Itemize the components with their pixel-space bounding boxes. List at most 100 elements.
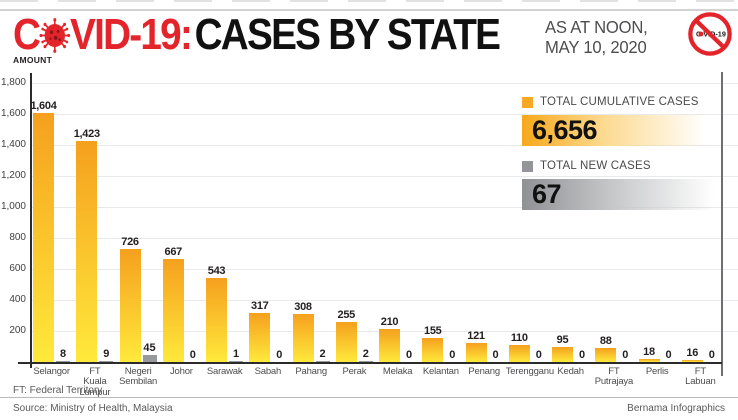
- footnote: FT: Federal Territory: [13, 385, 103, 396]
- new-cases-value-kedah: 0: [578, 349, 586, 361]
- cumulative-bar-ft-labuan: [681, 359, 703, 362]
- new-cases-value-ft-labuan: 0: [708, 349, 715, 361]
- bar-group-sarawak: 543 1: [203, 83, 246, 362]
- cumulative-value-sarawak: 543: [207, 264, 226, 277]
- y-tick-1400: 1,400: [0, 139, 26, 150]
- y-axis-line: [30, 73, 32, 368]
- publisher-credit: Bernama Infographics: [627, 403, 725, 414]
- gridline-1400: [30, 145, 738, 146]
- x-label-johor: Johor: [160, 366, 203, 398]
- x-label-line: Sabah: [254, 366, 282, 377]
- x-label-penang: Penang: [463, 366, 506, 398]
- new-cases-value-pahang: 2: [319, 347, 326, 360]
- x-label-line: Melaka: [382, 366, 413, 377]
- bar-group-ft-kuala-lumpur: 1,423 9: [73, 83, 116, 362]
- bar-group-kelantan: 155 0: [419, 83, 462, 362]
- new-cases-total-value: 67: [522, 179, 722, 210]
- legend: TOTAL CUMULATIVE CASES 6,656 TOTAL NEW C…: [522, 96, 722, 210]
- bar-group-terengganu: 110 0: [506, 83, 549, 362]
- cumulative-bar-perlis: [638, 359, 660, 362]
- bar-group-melaka: 210 0: [376, 83, 419, 362]
- x-label-line: FT: [694, 366, 706, 377]
- cumulative-value-selangor: 1,604: [30, 100, 57, 113]
- cumulative-bar-johor: [162, 258, 184, 362]
- bar-group-ft-putrajaya: 88 0: [592, 83, 635, 362]
- x-axis-line: [30, 362, 722, 364]
- cumulative-value-pahang: 308: [294, 301, 312, 314]
- cumulative-value-ft-putrajaya: 88: [599, 335, 612, 348]
- x-label-line: Penang: [468, 366, 500, 377]
- title-covid-c: C: [13, 10, 41, 59]
- x-label-ft-labuan: FT Labuan: [679, 366, 722, 398]
- new-cases-bar-sarawak: [229, 360, 243, 362]
- cumulative-bar-penang: [465, 343, 487, 362]
- cumulative-swatch-icon: [522, 96, 533, 108]
- new-cases-value-johor: 0: [189, 349, 196, 361]
- cumulative-bar-pahang: [292, 314, 314, 362]
- cumulative-value-negeri-sembilan: 726: [121, 236, 139, 249]
- y-axis-title: AMOUNT: [13, 55, 53, 65]
- cumulative-total-value: 6,656: [522, 115, 722, 146]
- bar-group-negeri-sembilan: 726 45: [117, 83, 160, 362]
- x-label-line: Johor: [169, 366, 193, 377]
- cumulative-bar-melaka: [379, 329, 400, 362]
- date-caption: AS AT NOON, MAY 10, 2020: [545, 17, 648, 57]
- cumulative-bar-ft-kuala-lumpur: [76, 141, 98, 362]
- x-label-line: Negeri: [124, 366, 152, 377]
- x-label-sabah: Sabah: [246, 366, 289, 398]
- x-label-line: Terengganu: [505, 366, 554, 377]
- bar-group-pahang: 308 2: [290, 83, 333, 362]
- x-label-line: Kuala Lumpur: [79, 376, 111, 398]
- new-cases-bar-pahang: [315, 360, 330, 362]
- x-label-terengganu: Terengganu: [505, 366, 554, 398]
- title-main: CASES BY STATE: [194, 10, 501, 59]
- x-label-sarawak: Sarawak: [203, 366, 246, 398]
- page-title: C: [13, 10, 501, 59]
- y-tick-800: 800: [9, 232, 26, 243]
- x-label-line: Pahang: [295, 366, 327, 377]
- footer-divider: [0, 397, 738, 398]
- gridline-600: [30, 269, 738, 270]
- cumulative-value-johor: 667: [164, 245, 183, 258]
- cumulative-bar-kelantan: [422, 337, 444, 362]
- y-tick-600: 600: [9, 263, 26, 274]
- new-cases-value-melaka: 0: [405, 349, 413, 361]
- cumulative-value-sabah: 317: [251, 299, 269, 312]
- y-axis-ticks: 200 400 600 800 1,000 1,200 1,400 1,600 1,800: [0, 77, 26, 362]
- new-cases-value-ft-kuala-lumpur: 9: [103, 347, 110, 360]
- new-cases-value-selangor: 8: [59, 347, 67, 360]
- x-label-ft-kuala-lumpur: FT Kuala Lumpur: [73, 366, 116, 398]
- new-cases-legend-label: TOTAL NEW CASES: [540, 160, 651, 172]
- y-tick-1600: 1,600: [0, 108, 26, 119]
- new-cases-value-sarawak: 1: [232, 347, 240, 360]
- y-tick-200: 200: [9, 325, 26, 336]
- new-cases-value-negeri-sembilan: 45: [143, 342, 156, 355]
- x-label-perak: Perak: [333, 366, 376, 398]
- title-covid-rest: VID-19:: [70, 10, 193, 59]
- cumulative-value-ft-labuan: 16: [686, 346, 699, 359]
- x-label-line: FT: [89, 366, 101, 377]
- gridline-400: [30, 300, 738, 301]
- cumulative-value-ft-kuala-lumpur: 1,423: [73, 128, 100, 141]
- bar-group-ft-labuan: 16 0: [679, 83, 722, 362]
- legend-row-new: TOTAL NEW CASES: [522, 160, 722, 172]
- x-label-line: Labuan: [685, 376, 716, 388]
- x-axis-labels: Selangor FT Kuala Lumpur Negeri Sembilan Joho…: [30, 366, 722, 398]
- new-cases-value-sabah: 0: [276, 349, 283, 361]
- source-credit: Source: Ministry of Health, Malaysia: [13, 403, 173, 414]
- bar-group-perak: 255 2: [333, 83, 376, 362]
- x-label-selangor: Selangor: [30, 366, 73, 398]
- cumulative-value-kedah: 95: [556, 334, 569, 347]
- x-label-negeri-sembilan: Negeri Sembilan: [117, 366, 160, 398]
- x-axis-zero-tick: [18, 362, 30, 364]
- x-label-pahang: Pahang: [290, 366, 333, 398]
- bar-group-perlis: 18 0: [636, 83, 679, 362]
- new-cases-bar-selangor: [56, 360, 70, 362]
- bar-group-kedah: 95 0: [549, 83, 592, 362]
- cumulative-bar-selangor: [33, 113, 54, 362]
- virus-icon: [39, 17, 70, 53]
- gridline-1200: [30, 176, 738, 177]
- x-label-line: Kedah: [557, 366, 584, 377]
- gridline-800: [30, 238, 738, 239]
